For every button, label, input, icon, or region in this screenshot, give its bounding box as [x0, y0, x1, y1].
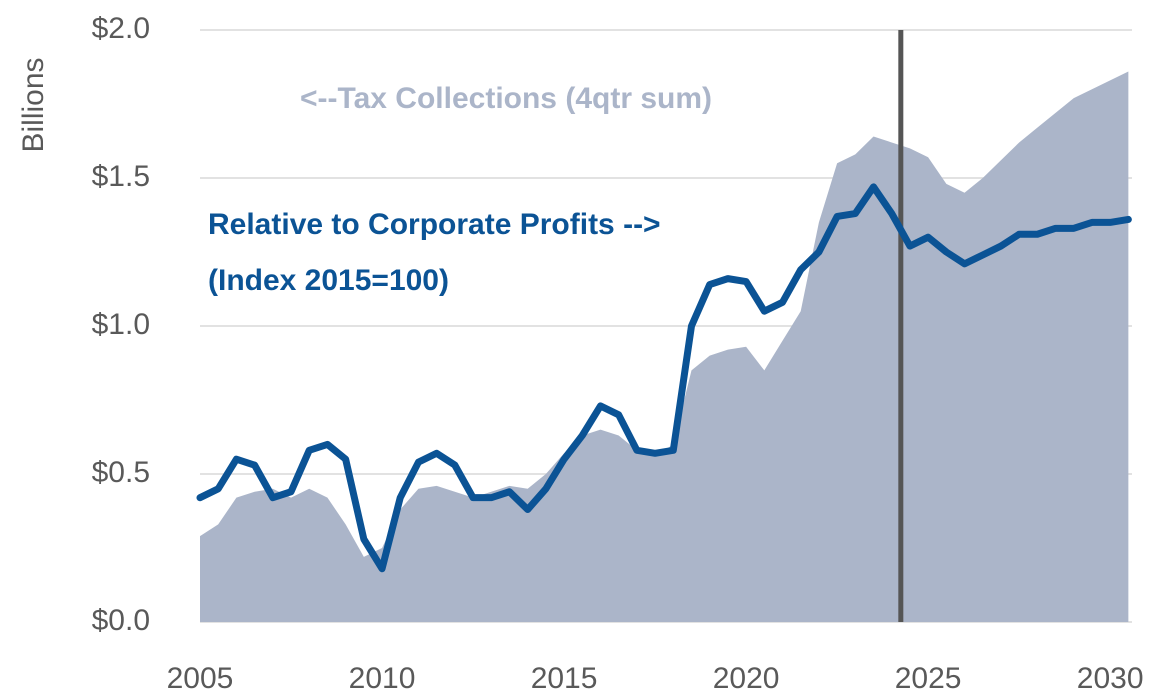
- y-tick-label: $2.0: [92, 12, 150, 45]
- line: [196, 183, 1132, 573]
- y-tick-label: $1.5: [92, 160, 150, 193]
- series-annotation: <--Tax Collections (4qtr sum): [300, 82, 712, 115]
- x-tick-label: 2010: [349, 662, 416, 695]
- x-tick-label: 2005: [167, 662, 234, 695]
- y-tick-label: $0.0: [92, 604, 150, 637]
- x-tick-label: 2020: [713, 662, 780, 695]
- y-tick-label: $0.5: [92, 456, 150, 489]
- x-tick-label: 2025: [895, 662, 962, 695]
- y-tick-label: $1.0: [92, 308, 150, 341]
- series-annotation: Relative to Corporate Profits -->: [208, 208, 661, 241]
- x-tick-label: 2030: [1077, 662, 1144, 695]
- area: [200, 71, 1129, 622]
- x-tick-label: 2015: [531, 662, 598, 695]
- series-annotation: (Index 2015=100): [208, 264, 449, 297]
- y-axis-label: Billions: [17, 57, 50, 152]
